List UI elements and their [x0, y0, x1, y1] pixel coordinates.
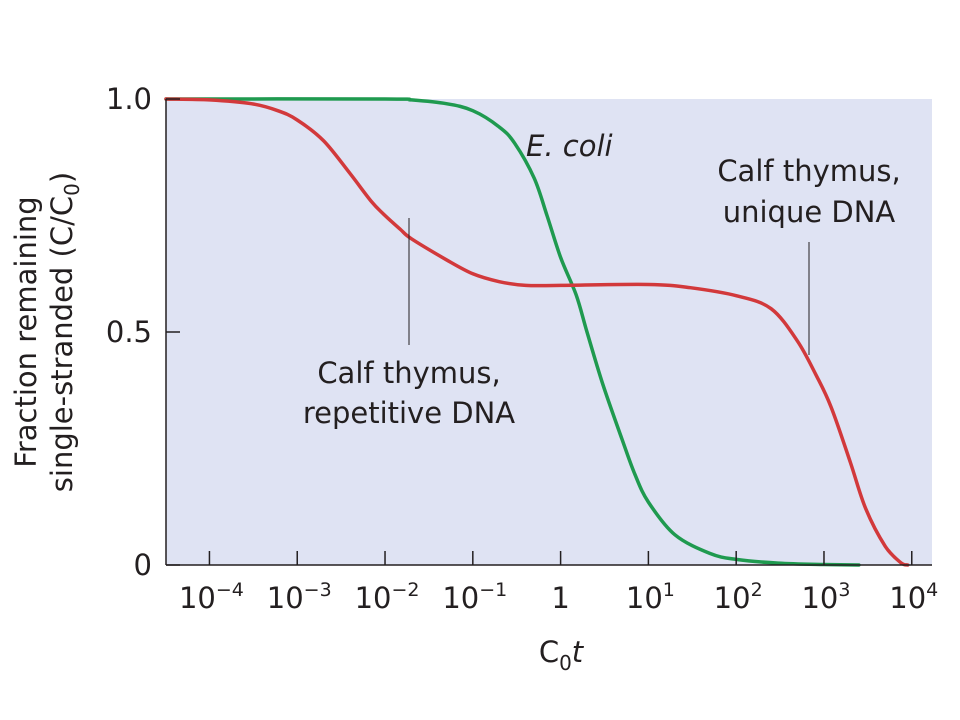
y-tick-label: 0: [134, 548, 152, 582]
x-axis-title-subscript: 0: [559, 651, 572, 675]
plot-area: [166, 99, 932, 565]
x-tick-label-base: 10: [801, 581, 838, 615]
x-tick-label-exponent: −3: [304, 579, 332, 601]
y-axis-title-line2-suffix: ): [45, 172, 79, 183]
x-tick-label-exponent: 3: [838, 579, 850, 601]
x-tick-label: 10−2: [355, 579, 420, 615]
x-axis-title-suffix: t: [572, 635, 585, 669]
x-tick-label-base: 10: [355, 581, 392, 615]
annotation-unique-dna-line2: unique DNA: [723, 195, 896, 229]
x-tick-label: 102: [714, 579, 763, 615]
y-axis-title-line2-subscript: 0: [60, 183, 84, 196]
x-tick-label-exponent: 1: [663, 579, 675, 601]
y-axis-title-line2: single-stranded (C/C0): [45, 172, 84, 492]
x-tick-label: 104: [889, 579, 938, 615]
x-tick-label-base: 10: [179, 581, 216, 615]
x-tick-label-base: 10: [889, 581, 926, 615]
annotation-unique-dna-line1: Calf thymus,: [717, 154, 900, 188]
x-tick-label: 1: [551, 581, 569, 615]
y-axis-title-line2-prefix: single-stranded (C/C: [45, 196, 79, 492]
x-tick-label-base: 10: [714, 581, 751, 615]
y-tick-label: 0.5: [106, 315, 152, 349]
x-tick-label: 103: [801, 579, 850, 615]
annotations: E. coli Calf thymus, unique DNA Calf thy…: [303, 129, 901, 430]
x-tick-label: 10−1: [442, 579, 507, 615]
y-tick-label: 1.0: [106, 82, 152, 116]
y-axis-title-line1: Fraction remaining: [9, 196, 43, 467]
series-line-1: [164, 97, 910, 567]
x-tick-label: 101: [626, 579, 675, 615]
series-layer: [164, 97, 910, 567]
x-tick-label-exponent: −4: [216, 579, 244, 601]
x-axis-title-base: C: [539, 635, 559, 669]
annotation-repetitive-dna-line1: Calf thymus,: [317, 356, 500, 390]
x-tick-label-exponent: 4: [926, 579, 938, 601]
x-tick-label-base: 10: [267, 581, 304, 615]
x-tick-label: 10−4: [179, 579, 244, 615]
x-tick-label: 10−3: [267, 579, 332, 615]
x-tick-label-exponent: 2: [751, 579, 763, 601]
x-tick-label-exponent: −1: [479, 579, 507, 601]
series-line-0: [164, 97, 861, 567]
y-axis-title: Fraction remaining single-stranded (C/C0…: [9, 172, 84, 492]
x-axis-title: C0t: [539, 635, 585, 675]
x-tick-label-base: 1: [551, 581, 569, 615]
annotation-e-coli: E. coli: [526, 129, 613, 163]
x-tick-label-exponent: −2: [391, 579, 419, 601]
annotation-repetitive-dna-line2: repetitive DNA: [303, 396, 515, 430]
x-tick-label-base: 10: [442, 581, 479, 615]
x-tick-label-base: 10: [626, 581, 663, 615]
